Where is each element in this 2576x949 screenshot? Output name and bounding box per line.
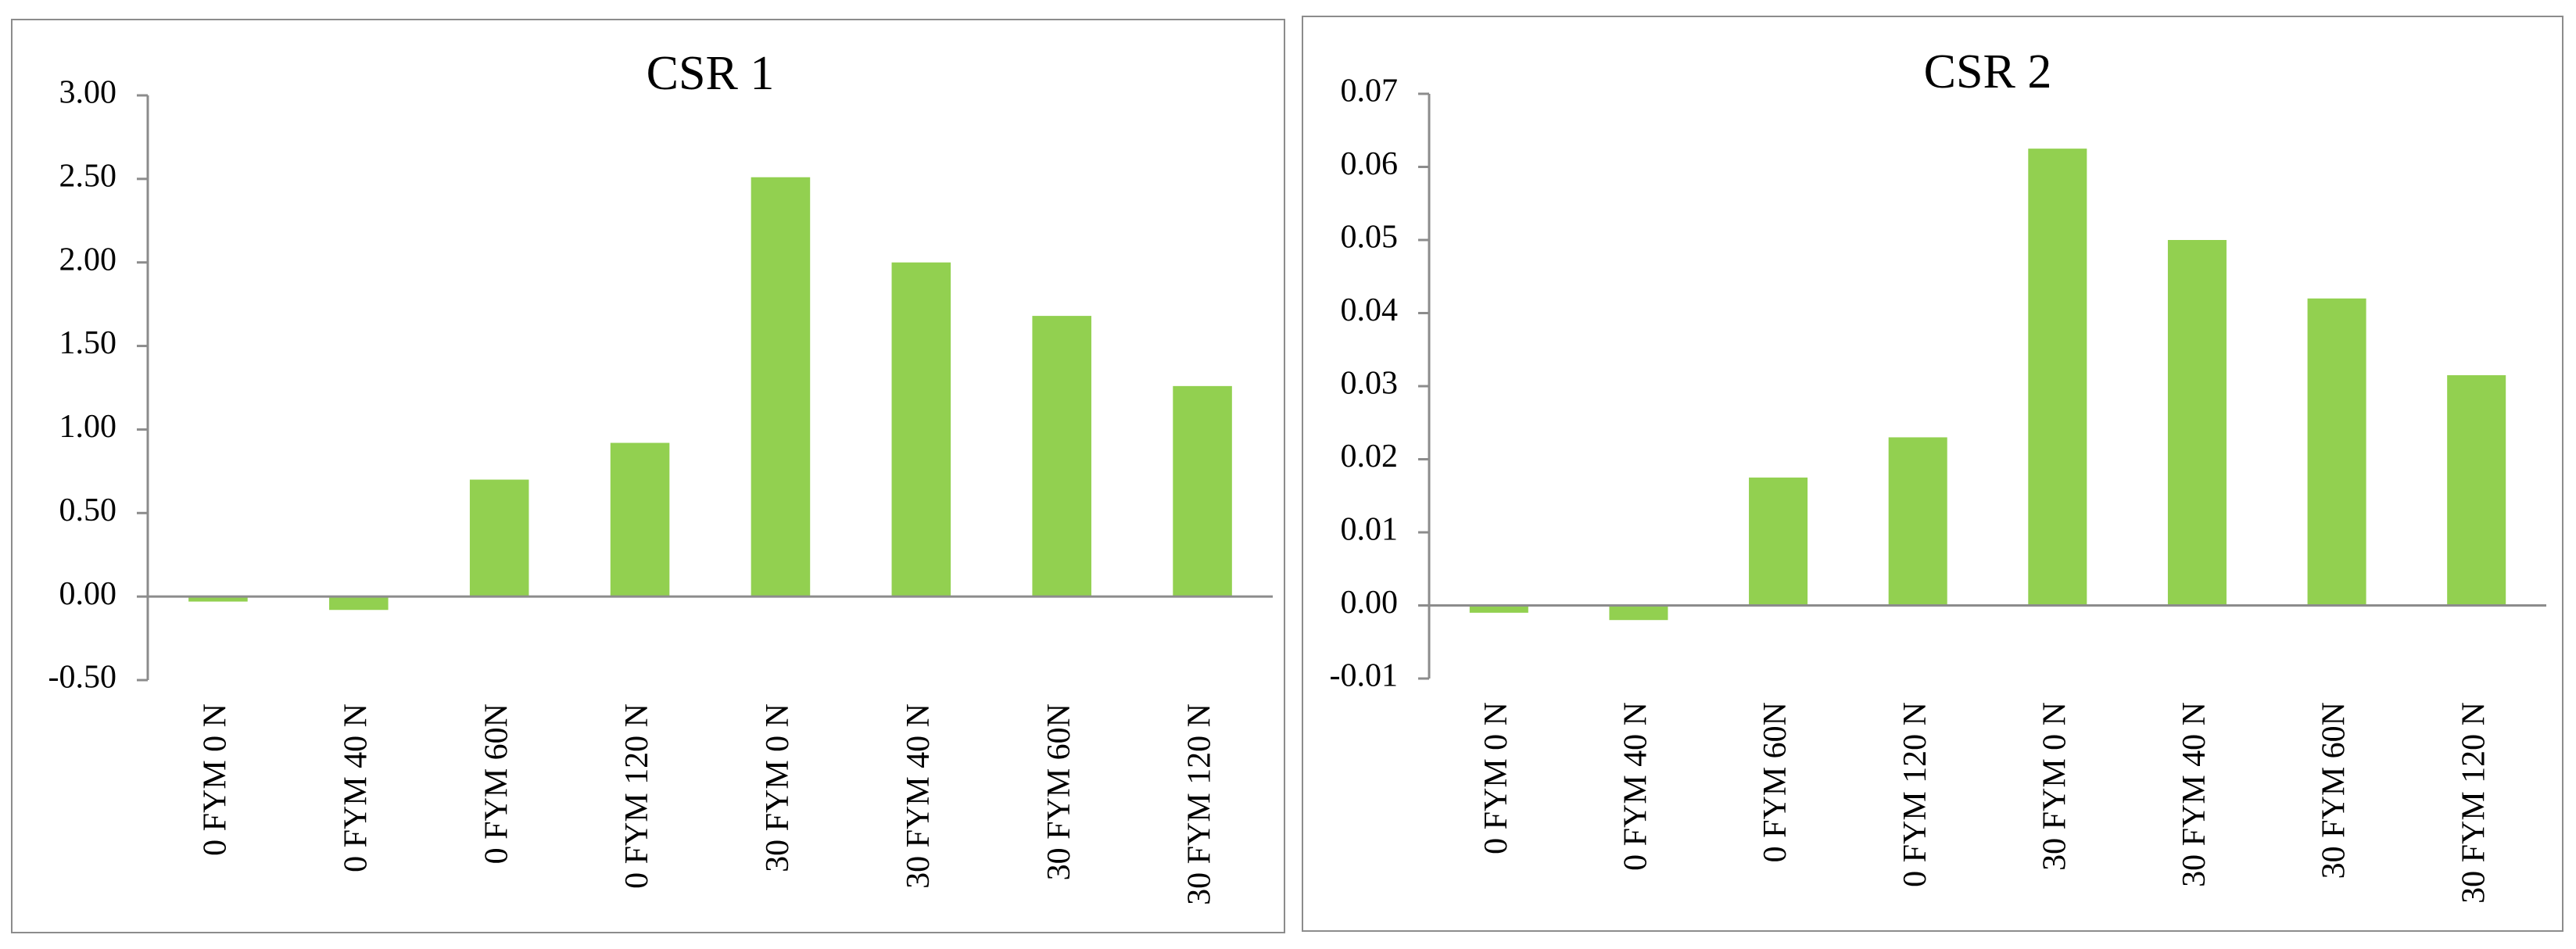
bar [329,596,389,611]
bar [2028,149,2087,606]
x-tick-label: 0 FYM 60N [478,704,514,864]
bar [1173,385,1232,597]
bar [188,596,248,602]
x-tick-label: 0 FYM 120 N [1897,702,1933,887]
panel-border [1302,16,2563,932]
y-tick-label: 2.50 [59,158,117,194]
bar [1469,605,1528,613]
x-tick-label: 30 FYM 0 N [2037,702,2073,871]
x-tick-label: 0 FYM 0 N [1478,702,1514,854]
y-tick-label: 0.03 [1341,366,1399,402]
bar [1609,605,1668,621]
x-tick-label: 0 FYM 0 N [198,704,234,856]
y-tick-label: 0.06 [1341,146,1399,182]
x-tick-label: 0 FYM 120 N [619,704,655,889]
y-tick-label: 0.01 [1341,512,1399,548]
y-tick-label: 1.00 [59,409,117,445]
chart-title: CSR 1 [647,47,775,100]
bar [610,442,670,597]
x-tick-label: 30 FYM 60N [1041,704,1077,880]
y-tick-label: 0.00 [1341,585,1399,621]
bar [2167,240,2227,606]
y-tick-label: 3.00 [59,75,117,111]
bar [1888,437,1947,606]
bar [751,177,811,597]
y-tick-label: 1.50 [59,325,117,361]
x-tick-label: 30 FYM 0 N [760,704,796,872]
y-tick-label: -0.50 [48,660,117,696]
x-tick-label: 30 FYM 40 N [901,704,937,889]
chart-title: CSR 2 [1924,45,2052,98]
x-tick-label: 0 FYM 60N [1757,702,1793,862]
bar [1032,316,1091,597]
bar [2447,374,2506,606]
y-tick-label: 0.07 [1341,73,1399,109]
y-tick-label: 0.04 [1341,292,1399,328]
x-tick-label: 0 FYM 40 N [338,704,374,872]
y-tick-label: 2.00 [59,242,117,278]
panel-border [11,19,1285,933]
x-tick-label: 30 FYM 120 N [2456,702,2492,904]
x-tick-label: 30 FYM 120 N [1182,704,1218,905]
y-tick-label: 0.05 [1341,220,1399,256]
x-tick-label: 0 FYM 40 N [1618,702,1654,871]
bar [891,262,951,597]
y-tick-label: 0.02 [1341,439,1399,474]
y-tick-label: -0.01 [1330,658,1399,694]
bar [469,479,529,597]
y-tick-label: 0.00 [59,576,117,612]
x-tick-label: 30 FYM 40 N [2177,702,2212,887]
bar [2307,298,2366,606]
x-tick-label: 30 FYM 60N [2316,702,2352,879]
y-tick-label: 0.50 [59,492,117,528]
bar [1749,477,1808,606]
